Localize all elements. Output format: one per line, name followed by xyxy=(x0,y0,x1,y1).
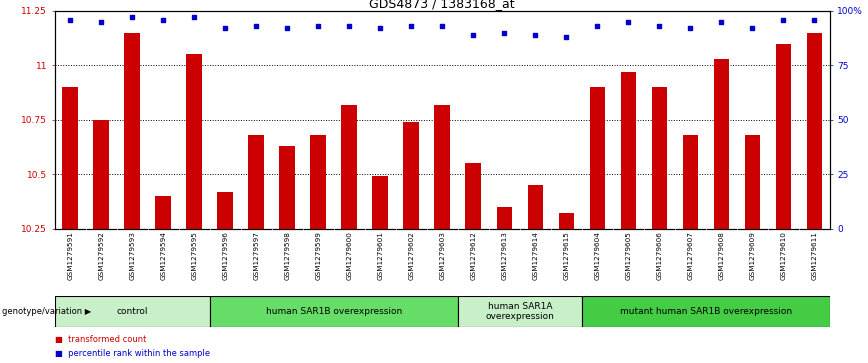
Bar xyxy=(652,87,667,229)
Text: GSM1279592: GSM1279592 xyxy=(98,231,104,280)
Text: GSM1279591: GSM1279591 xyxy=(67,231,73,280)
Bar xyxy=(218,192,233,229)
Bar xyxy=(279,146,295,229)
Text: genotype/variation ▶: genotype/variation ▶ xyxy=(2,307,91,316)
Bar xyxy=(621,72,636,229)
Point xyxy=(218,25,232,31)
Bar xyxy=(558,213,574,229)
Point xyxy=(714,19,728,25)
Bar xyxy=(745,135,760,229)
Point xyxy=(683,25,697,31)
Text: GSM1279598: GSM1279598 xyxy=(284,231,290,280)
Bar xyxy=(124,33,140,229)
Title: GDS4873 / 1383168_at: GDS4873 / 1383168_at xyxy=(370,0,515,10)
Point xyxy=(621,19,635,25)
Point xyxy=(466,32,480,38)
Bar xyxy=(155,196,171,229)
Point xyxy=(590,23,604,29)
FancyBboxPatch shape xyxy=(55,296,210,327)
Text: GSM1279601: GSM1279601 xyxy=(378,231,384,280)
Point xyxy=(497,30,511,36)
Text: GSM1279604: GSM1279604 xyxy=(595,231,601,280)
Point xyxy=(436,23,450,29)
Text: GSM1279609: GSM1279609 xyxy=(749,231,755,280)
Point xyxy=(249,23,263,29)
Bar xyxy=(589,87,605,229)
Point xyxy=(312,23,326,29)
Text: GSM1279593: GSM1279593 xyxy=(129,231,135,280)
Text: GSM1279602: GSM1279602 xyxy=(408,231,414,280)
Text: GSM1279613: GSM1279613 xyxy=(501,231,507,280)
Point xyxy=(746,25,760,31)
Text: GSM1279595: GSM1279595 xyxy=(191,231,197,280)
FancyBboxPatch shape xyxy=(210,296,457,327)
Point xyxy=(156,17,170,23)
Text: human SAR1A
overexpression: human SAR1A overexpression xyxy=(485,302,554,321)
Bar xyxy=(528,185,543,229)
Point xyxy=(807,17,821,23)
Text: ■  percentile rank within the sample: ■ percentile rank within the sample xyxy=(55,350,210,358)
Point xyxy=(529,32,542,38)
Point xyxy=(125,15,139,20)
Text: GSM1279599: GSM1279599 xyxy=(315,231,321,280)
Bar xyxy=(806,33,822,229)
Point xyxy=(653,23,667,29)
Point xyxy=(63,17,77,23)
Bar xyxy=(682,135,698,229)
Bar xyxy=(311,135,326,229)
Bar xyxy=(187,54,202,229)
Text: GSM1279596: GSM1279596 xyxy=(222,231,228,280)
Point xyxy=(187,15,201,20)
Text: GSM1279605: GSM1279605 xyxy=(625,231,631,280)
Text: GSM1279594: GSM1279594 xyxy=(161,231,166,280)
Text: GSM1279612: GSM1279612 xyxy=(470,231,477,280)
Text: GSM1279615: GSM1279615 xyxy=(563,231,569,280)
Text: GSM1279614: GSM1279614 xyxy=(532,231,538,280)
Bar xyxy=(435,105,450,229)
Point xyxy=(342,23,356,29)
Bar xyxy=(465,163,481,229)
Bar xyxy=(372,176,388,229)
Bar xyxy=(248,135,264,229)
Text: ■  transformed count: ■ transformed count xyxy=(55,335,146,344)
Text: GSM1279610: GSM1279610 xyxy=(780,231,786,280)
Bar xyxy=(496,207,512,229)
Text: GSM1279597: GSM1279597 xyxy=(253,231,260,280)
Point xyxy=(95,19,108,25)
Bar xyxy=(775,44,791,229)
Text: GSM1279607: GSM1279607 xyxy=(687,231,694,280)
Text: GSM1279611: GSM1279611 xyxy=(812,231,818,280)
Point xyxy=(404,23,418,29)
Text: GSM1279600: GSM1279600 xyxy=(346,231,352,280)
Text: GSM1279606: GSM1279606 xyxy=(656,231,662,280)
Text: mutant human SAR1B overexpression: mutant human SAR1B overexpression xyxy=(620,307,792,316)
Bar xyxy=(62,87,78,229)
FancyBboxPatch shape xyxy=(582,296,830,327)
FancyBboxPatch shape xyxy=(457,296,582,327)
Text: control: control xyxy=(116,307,148,316)
Point xyxy=(776,17,790,23)
Text: human SAR1B overexpression: human SAR1B overexpression xyxy=(266,307,402,316)
Point xyxy=(373,25,387,31)
Point xyxy=(280,25,294,31)
Bar xyxy=(341,105,357,229)
Bar xyxy=(713,59,729,229)
Bar xyxy=(404,122,419,229)
Text: GSM1279608: GSM1279608 xyxy=(719,231,724,280)
Text: GSM1279603: GSM1279603 xyxy=(439,231,445,280)
Bar xyxy=(94,120,109,229)
Point xyxy=(559,34,573,40)
